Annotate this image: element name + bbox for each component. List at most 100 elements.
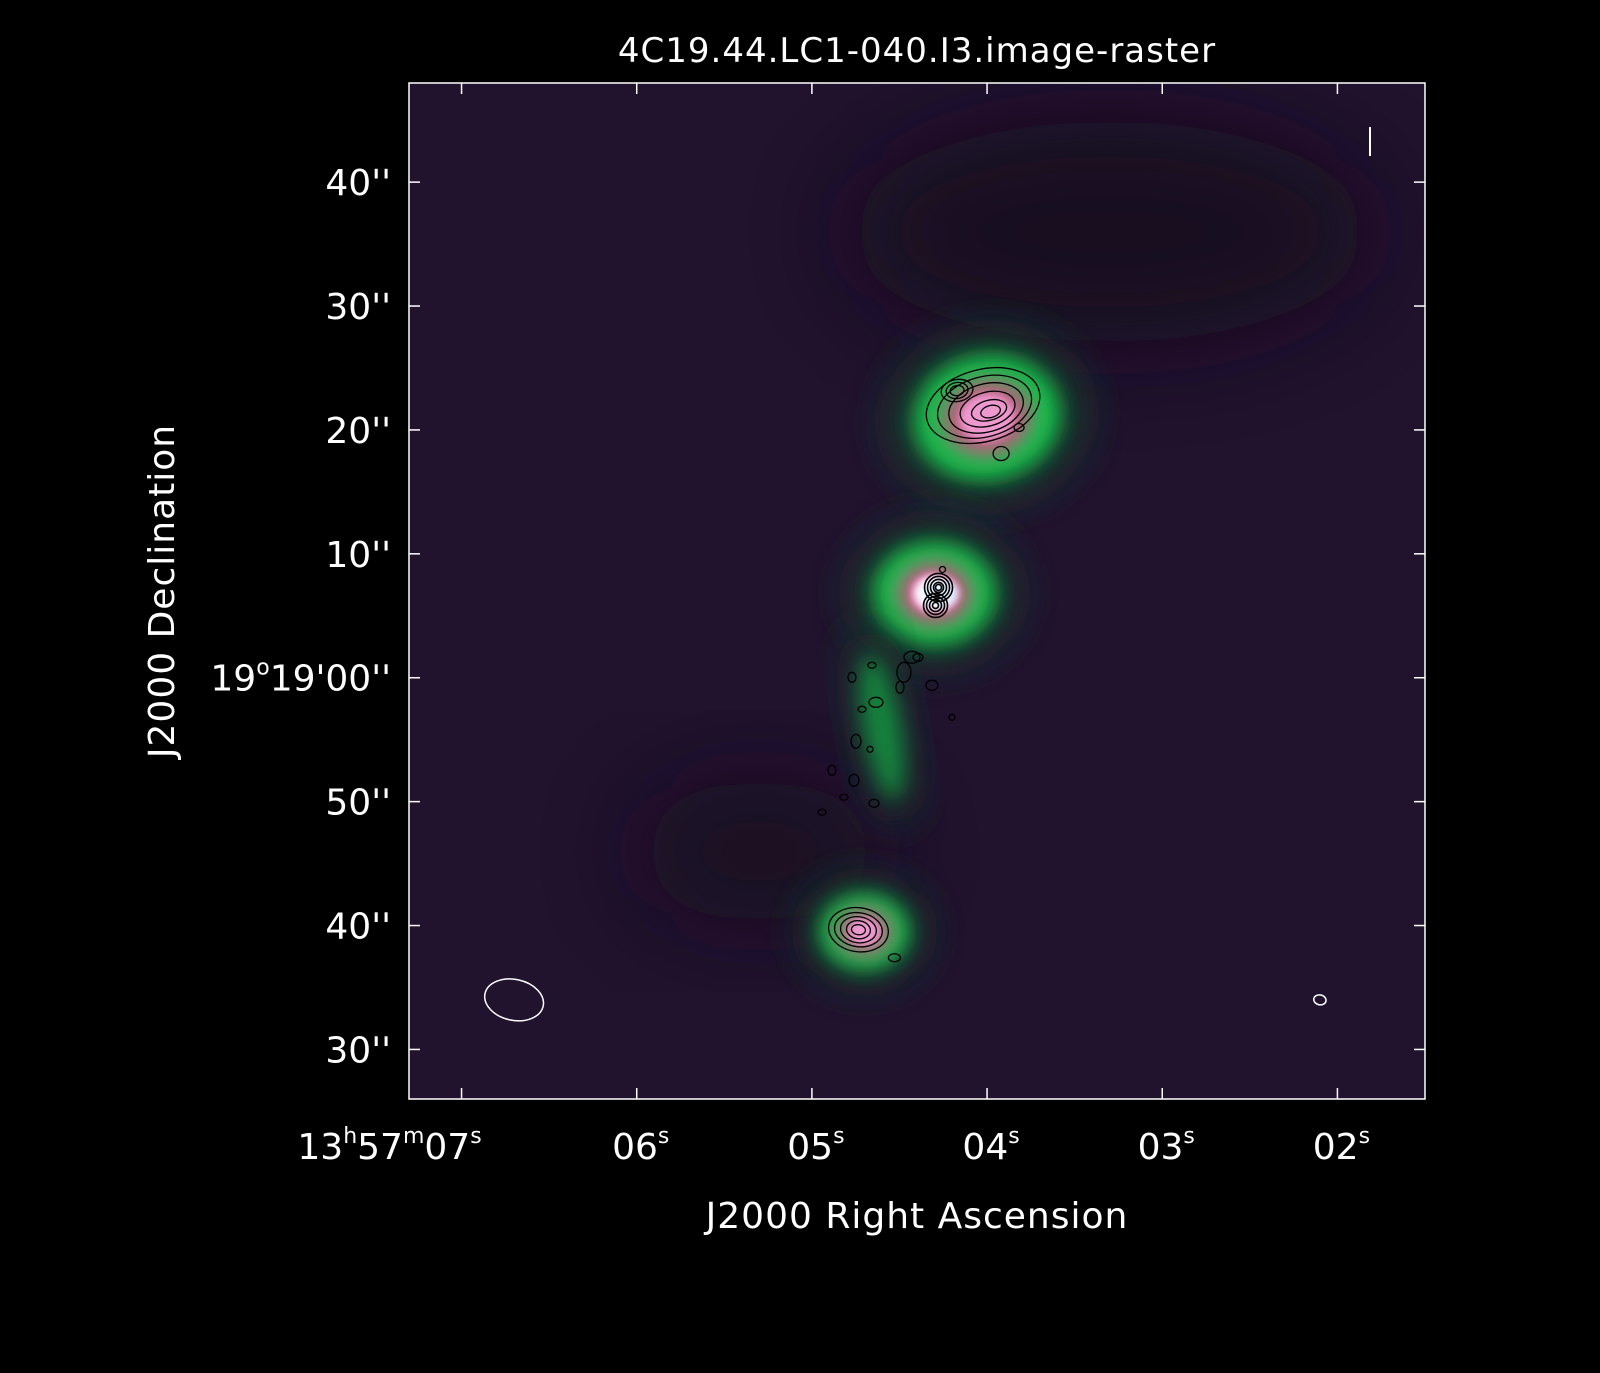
contour-jet-knot <box>867 661 877 669</box>
y-tick-label-part: o <box>256 656 269 681</box>
y-tick-label-part: 40'' <box>325 907 391 948</box>
y-tick-label: 40'' <box>325 163 391 204</box>
raster-image <box>639 121 1370 983</box>
contour-jet-knot <box>857 705 867 713</box>
y-tick-label: 50'' <box>325 783 391 824</box>
contour-jet-knot <box>896 661 912 683</box>
contour-jet-knot <box>948 713 956 721</box>
contour-northern-lobe <box>1013 422 1025 433</box>
contour-core <box>925 595 946 616</box>
contour-northern-lobe <box>992 445 1010 462</box>
contour-jet-knot <box>912 652 924 662</box>
contour-core <box>931 601 940 610</box>
x-tick-label: 13h57m07s <box>297 1124 481 1168</box>
contour-jet-knot <box>868 696 884 708</box>
x-axis-label: J2000 Right Ascension <box>704 1196 1129 1237</box>
x-tick-label-part: 05 <box>787 1127 833 1168</box>
y-tick-label: 30'' <box>325 1030 391 1071</box>
x-tick-labels: 13h57m07s 06s 05s 04s 03s 02s <box>297 1124 1370 1168</box>
contour-jet-knot <box>925 679 939 691</box>
x-tick-label-part: 06 <box>612 1127 658 1168</box>
y-tick-label-part: 40'' <box>325 163 391 204</box>
contour-core <box>923 572 954 603</box>
x-tick-label-part: s <box>1183 1124 1194 1149</box>
raster-level-green <box>860 655 904 799</box>
x-tick-label: 02s <box>1313 1124 1370 1168</box>
contour-core <box>926 575 951 600</box>
contour-jet-knot <box>850 733 862 749</box>
contour-northern-lobe <box>970 398 1008 422</box>
contour-jet-knot <box>827 764 837 776</box>
y-tick-label: 20'' <box>325 411 391 452</box>
y-tick-label: 30'' <box>325 287 391 328</box>
contour-northern-lobe <box>959 390 1016 428</box>
contour-core <box>934 583 943 592</box>
x-tick-label-part: s <box>470 1124 481 1149</box>
contour-beam-ellipse <box>1312 994 1327 1006</box>
x-tick-label-part: 02 <box>1313 1127 1359 1168</box>
contour-northern-hotspot <box>945 381 969 400</box>
x-tick-label-part: 04 <box>962 1127 1008 1168</box>
background-shade <box>849 121 1370 342</box>
x-tick-label-part: s <box>833 1124 844 1149</box>
contour-southern-lobe <box>887 953 902 963</box>
contour-jet-knot <box>839 793 849 801</box>
contour-jet-knot <box>895 680 905 694</box>
contour-northern-hotspot <box>949 384 965 397</box>
contour-jet-knot <box>817 808 827 816</box>
x-tick-label-part: 57 <box>357 1127 403 1168</box>
x-tick-label: 04s <box>962 1124 1019 1168</box>
axis-ticks <box>409 83 1425 1099</box>
y-tick-label: 10'' <box>325 535 391 576</box>
source-jet <box>852 630 912 824</box>
contour-core <box>938 565 947 574</box>
y-tick-labels: 40'' 30'' 20'' 10'' 19o19'00'' 50'' 40'' 30'' <box>210 163 391 1071</box>
contour-overlay <box>817 367 1041 963</box>
contour-core <box>932 581 945 594</box>
y-tick-label-part: 10'' <box>325 535 391 576</box>
contour-northern-lobe <box>948 382 1024 434</box>
x-tick-label-part: 07 <box>424 1127 470 1168</box>
x-tick-label: 06s <box>612 1124 669 1168</box>
contour-jet-knot <box>847 671 857 683</box>
contour-jet-knot <box>866 745 874 753</box>
y-tick-label-part: 30'' <box>325 1030 391 1071</box>
raster-beam-ellipse <box>483 978 545 1022</box>
contour-southern-lobe <box>833 911 883 948</box>
contour-northern-lobe <box>936 374 1033 439</box>
x-tick-label-part: m <box>403 1124 424 1149</box>
y-tick-label: 19o19'00'' <box>210 656 391 700</box>
contour-jet-knot <box>903 650 921 664</box>
contour-southern-lobe <box>827 906 889 953</box>
contour-core <box>928 598 943 613</box>
x-tick-label-part: s <box>1008 1124 1019 1149</box>
y-tick-label-part: 20'' <box>325 411 391 452</box>
y-tick-label-part: 19'00'' <box>270 659 391 700</box>
plot-frame <box>408 82 1426 1100</box>
contour-core <box>929 578 948 597</box>
x-tick-label-part: 13 <box>297 1127 343 1168</box>
x-tick-label-part: 03 <box>1138 1127 1184 1168</box>
contour-northern-lobe <box>925 367 1041 445</box>
y-axis-label: J2000 Declination <box>142 424 183 760</box>
y-tick-label-part: 30'' <box>325 287 391 328</box>
x-tick-label-part: s <box>658 1124 669 1149</box>
contour-southern-lobe <box>845 920 872 940</box>
contour-southern-lobe <box>839 915 878 944</box>
beam-layer <box>483 978 1327 1022</box>
contour-jet-knot <box>868 798 880 808</box>
x-tick-label: 03s <box>1138 1124 1195 1168</box>
chart-title: 4C19.44.LC1-040.I3.image-raster <box>618 31 1216 71</box>
contour-northern-hotspot <box>940 378 974 403</box>
contour-northern-lobe <box>980 404 1002 419</box>
y-tick-label-part: 50'' <box>325 783 391 824</box>
contour-southern-lobe <box>850 924 867 936</box>
background-shade <box>639 781 880 922</box>
x-tick-label-part: s <box>1359 1124 1370 1149</box>
contour-jet-knot <box>848 773 860 787</box>
x-tick-label-part: h <box>343 1124 357 1149</box>
y-tick-label-part: 19 <box>210 659 256 700</box>
x-tick-label: 05s <box>787 1124 844 1168</box>
contour-core <box>922 592 949 619</box>
